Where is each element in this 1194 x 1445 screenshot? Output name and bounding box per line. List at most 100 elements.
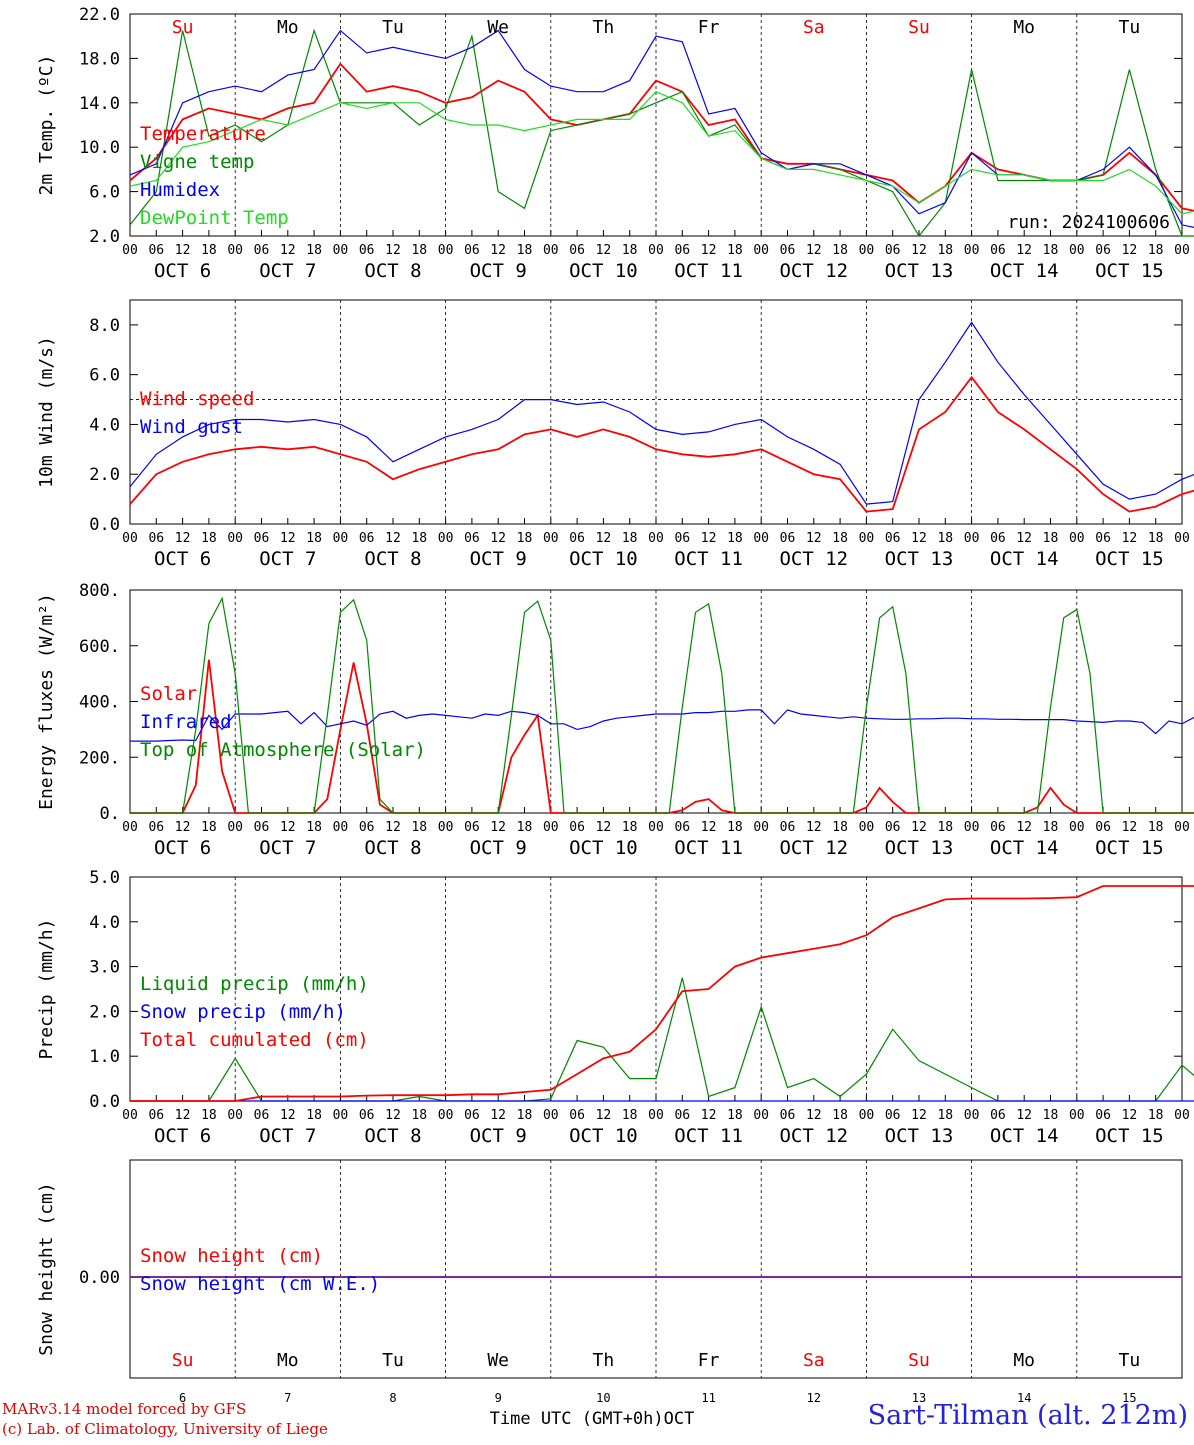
x-tick-label: 18 xyxy=(832,531,848,546)
x-tick-label: 12 xyxy=(175,243,191,258)
x-tick-label: 06 xyxy=(674,531,690,546)
x-tick-label: 00 xyxy=(227,1108,243,1123)
x-tick-label: 12 xyxy=(385,243,401,258)
series-dewpoint-temp xyxy=(129,90,1194,215)
date-label: OCT 13 xyxy=(885,1125,954,1147)
legend-entry: Wind speed xyxy=(140,388,254,410)
x-tick-label: 12 xyxy=(806,820,822,835)
x-tick-label: 18 xyxy=(622,243,638,258)
x-tick-label: 00 xyxy=(333,1108,349,1123)
weekday-label: Su xyxy=(908,17,930,38)
x-tick-label: 18 xyxy=(1043,243,1059,258)
x-tick-label: 18 xyxy=(306,531,322,546)
x-tick-label: 06 xyxy=(780,243,796,258)
weekday-label: Fr xyxy=(698,1350,720,1371)
x-tick-label: 06 xyxy=(359,243,375,258)
x-tick-label: 06 xyxy=(148,531,164,546)
x-tick-label: 18 xyxy=(727,531,743,546)
weekday-label: Mo xyxy=(277,17,299,38)
x-tick-label: 06 xyxy=(674,1108,690,1123)
x-tick-label: 06 xyxy=(780,531,796,546)
date-label: OCT 14 xyxy=(990,837,1059,859)
y-tick-label: 0.0 xyxy=(89,1092,120,1112)
run-label: run: 2024100606 xyxy=(1007,212,1170,233)
x-tick-label: 00 xyxy=(964,820,980,835)
day-number-label: 11 xyxy=(701,1391,715,1405)
day-number-label: 10 xyxy=(596,1391,610,1405)
x-tick-label: 06 xyxy=(569,1108,585,1123)
date-label: OCT 9 xyxy=(470,548,527,570)
weekday-label: Th xyxy=(593,17,615,38)
series-humidex xyxy=(129,29,1194,229)
date-label: OCT 9 xyxy=(470,260,527,282)
date-label: OCT 11 xyxy=(674,548,743,570)
x-tick-label: 18 xyxy=(201,243,217,258)
panel-snow xyxy=(129,1159,1183,1379)
x-tick-label: 12 xyxy=(175,531,191,546)
x-tick-label: 18 xyxy=(622,531,638,546)
x-tick-label: 18 xyxy=(306,243,322,258)
x-tick-label: 12 xyxy=(280,243,296,258)
series-total-cumulated-cm xyxy=(130,885,1194,1102)
y-tick-label: 400. xyxy=(79,693,120,713)
x-tick-label: 18 xyxy=(727,243,743,258)
x-tick-label: 06 xyxy=(359,820,375,835)
date-label: OCT 13 xyxy=(885,260,954,282)
weekday-label: Sa xyxy=(803,17,825,38)
x-tick-label: 06 xyxy=(464,820,480,835)
x-tick-label: 06 xyxy=(990,820,1006,835)
date-label: OCT 10 xyxy=(569,548,638,570)
x-tick-label: 12 xyxy=(490,531,506,546)
date-label: OCT 13 xyxy=(885,548,954,570)
x-tick-label: 00 xyxy=(1069,1108,1085,1123)
y-tick-label: 2.0 xyxy=(89,465,120,485)
x-tick-label: 18 xyxy=(1148,1108,1164,1123)
y-tick-label: 0. xyxy=(100,804,120,824)
weekday-label: Sa xyxy=(803,1350,825,1371)
x-tick-label: 06 xyxy=(148,820,164,835)
x-tick-label: 18 xyxy=(1148,531,1164,546)
date-label: OCT 14 xyxy=(990,260,1059,282)
x-tick-label: 12 xyxy=(596,820,612,835)
x-tick-label: 00 xyxy=(964,243,980,258)
series-top-of-atmosphere-solar xyxy=(130,596,1194,814)
y-tick-label: 0.0 xyxy=(89,515,120,535)
x-tick-label: 12 xyxy=(806,531,822,546)
x-tick-label: 18 xyxy=(1148,243,1164,258)
x-tick-label: 18 xyxy=(622,820,638,835)
date-label: OCT 6 xyxy=(154,260,211,282)
date-label: OCT 7 xyxy=(259,1125,316,1147)
x-tick-label: 18 xyxy=(517,820,533,835)
x-tick-label: 06 xyxy=(885,820,901,835)
x-tick-label: 12 xyxy=(175,820,191,835)
x-tick-label: 18 xyxy=(201,820,217,835)
weekday-label: Tu xyxy=(1119,17,1141,38)
panel-temp xyxy=(129,13,1194,238)
x-tick-label: 00 xyxy=(648,1108,664,1123)
y-axis-title: Precip (mm/h) xyxy=(36,919,57,1060)
legend-entry: Snow height (cm W.E.) xyxy=(140,1273,380,1295)
x-tick-label: 12 xyxy=(1122,820,1138,835)
date-label: OCT 11 xyxy=(674,1125,743,1147)
x-tick-label: 12 xyxy=(1016,820,1032,835)
date-label: OCT 15 xyxy=(1095,548,1164,570)
x-tick-label: 12 xyxy=(1016,243,1032,258)
x-tick-label: 06 xyxy=(780,820,796,835)
panel-energy xyxy=(129,589,1194,814)
x-tick-label: 00 xyxy=(753,1108,769,1123)
series-temperature xyxy=(129,62,1194,212)
date-label: OCT 8 xyxy=(364,548,421,570)
x-tick-label: 00 xyxy=(859,1108,875,1123)
x-tick-label: 00 xyxy=(227,820,243,835)
x-tick-label: 00 xyxy=(227,243,243,258)
y-axis-title: 10m Wind (m/s) xyxy=(36,336,57,488)
x-tick-label: 00 xyxy=(753,531,769,546)
legend-entry: Total cumulated (cm) xyxy=(140,1029,369,1051)
weekday-label: We xyxy=(487,1350,509,1371)
x-tick-label: 18 xyxy=(832,820,848,835)
x-tick-label: 12 xyxy=(385,1108,401,1123)
x-tick-label: 18 xyxy=(937,531,953,546)
legend-entry: Solar xyxy=(140,683,197,705)
x-tick-label: 18 xyxy=(201,531,217,546)
